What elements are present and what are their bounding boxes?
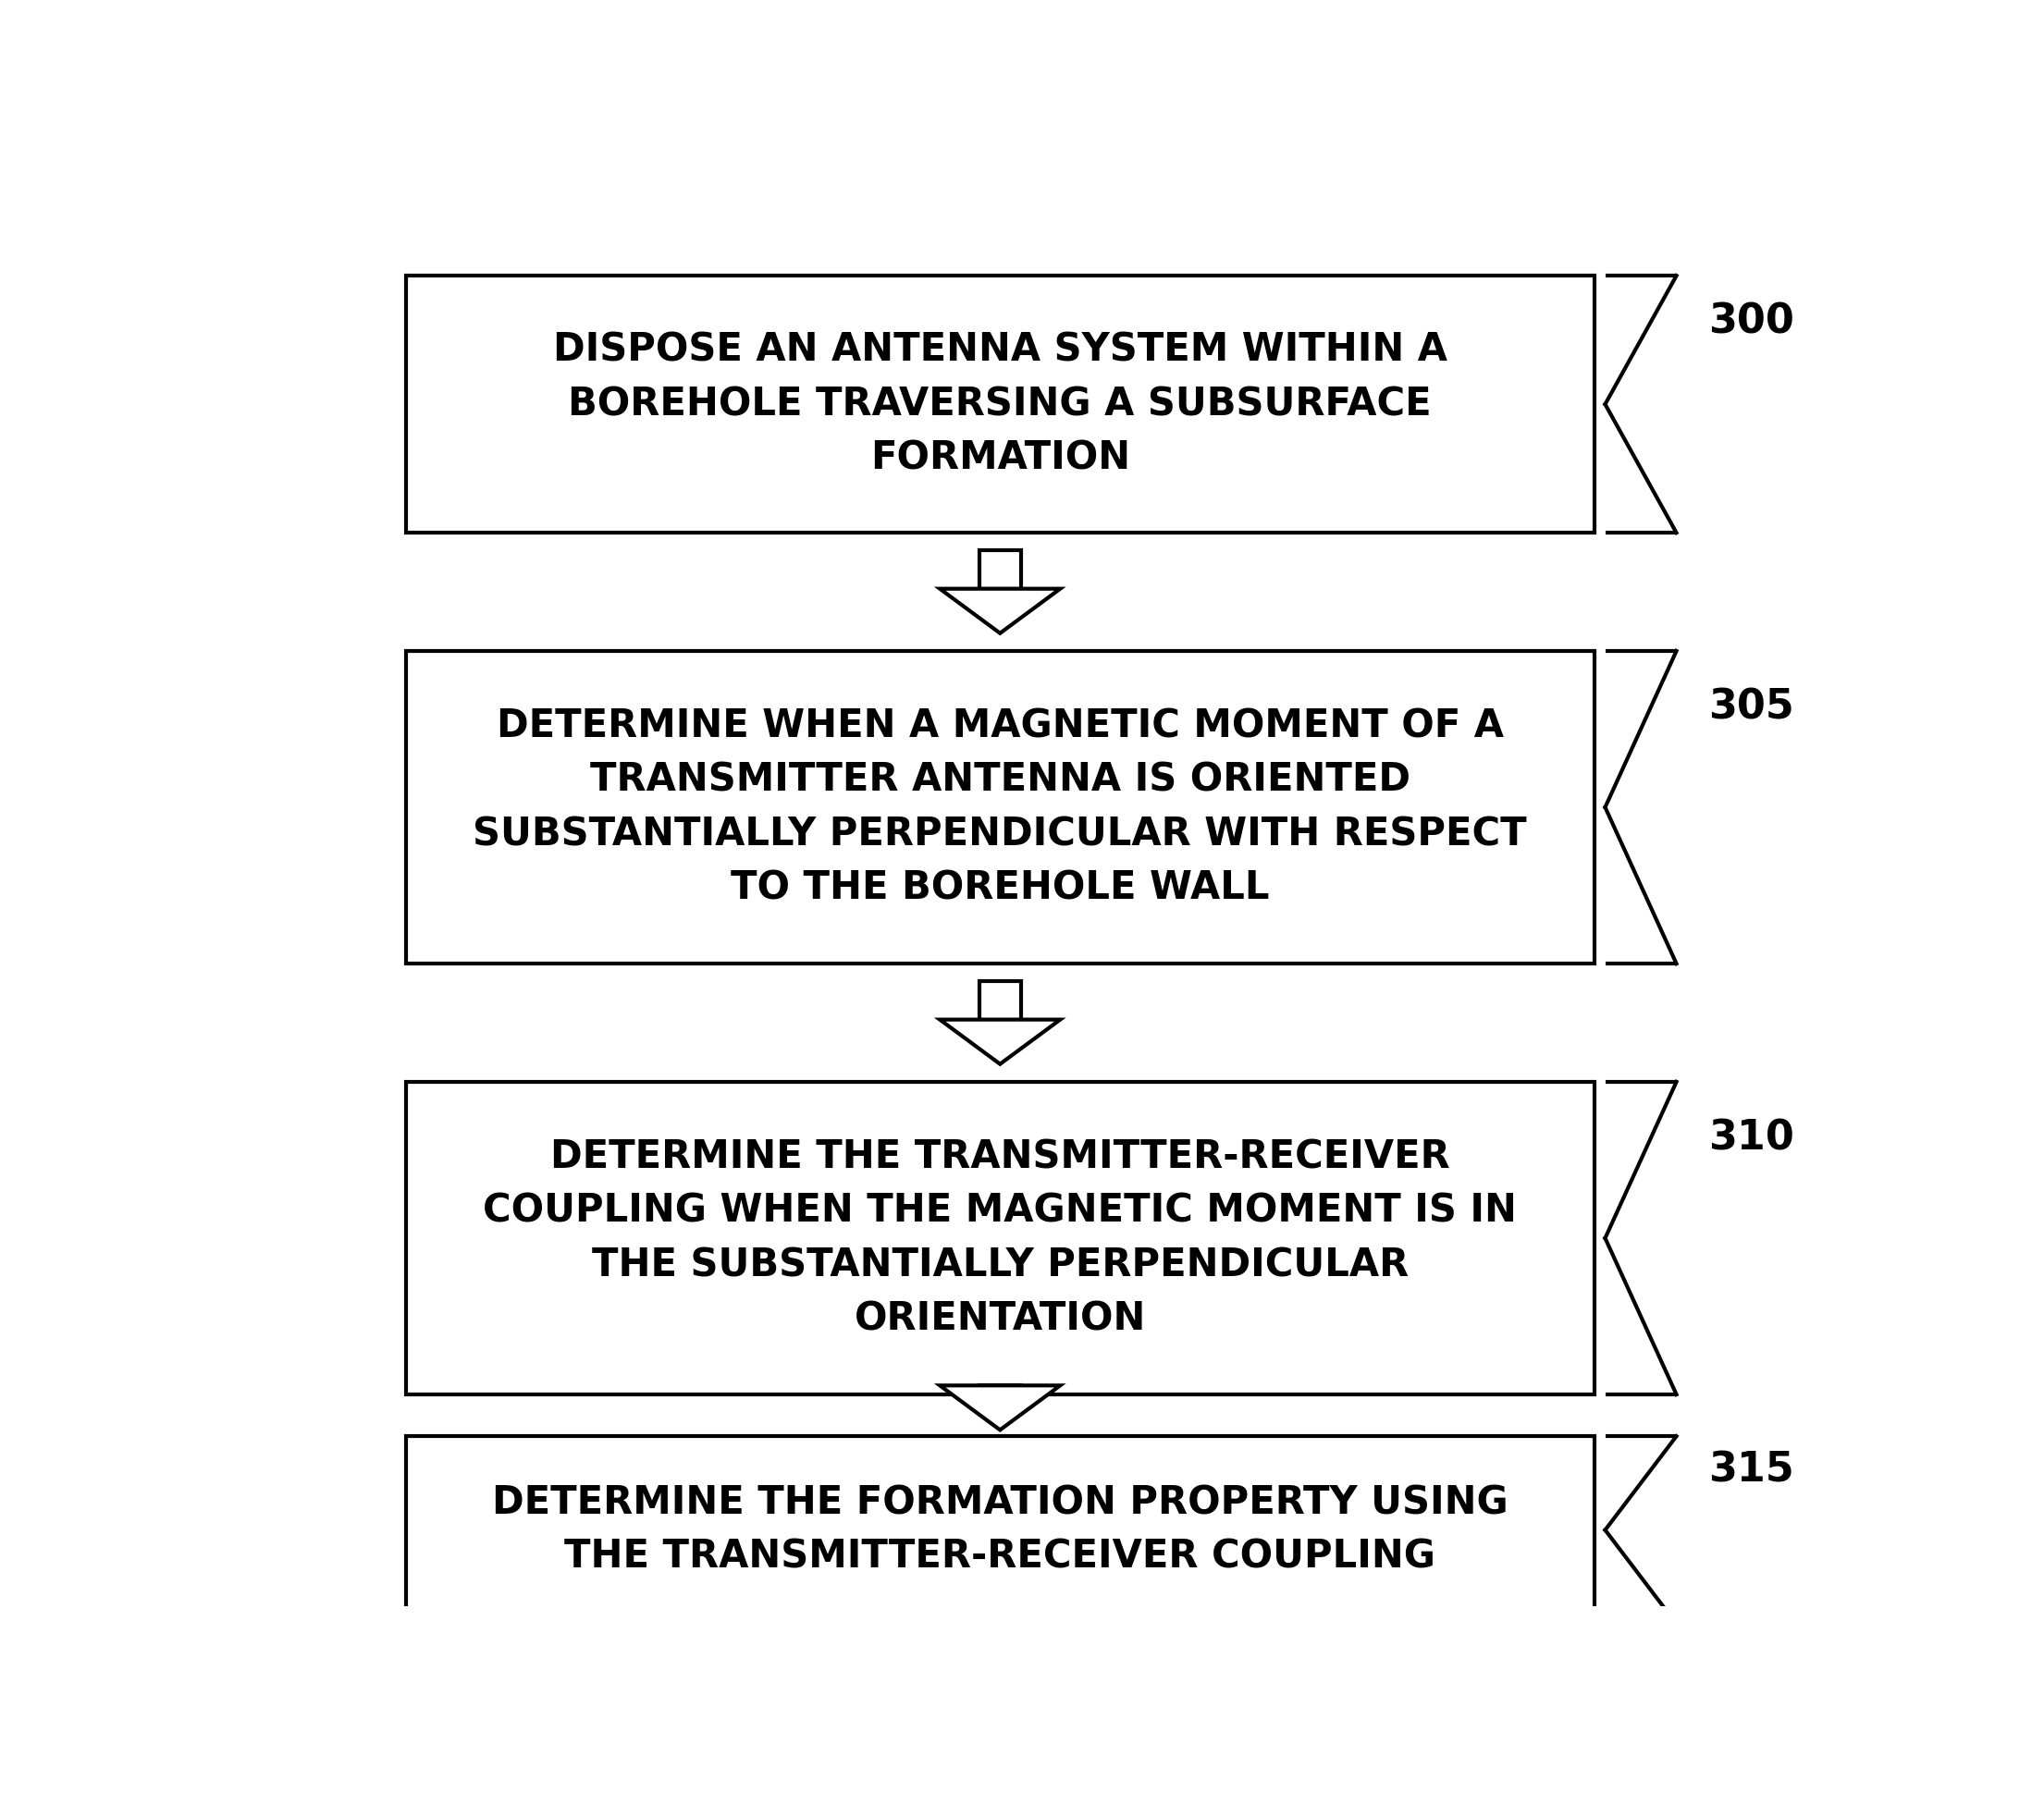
Text: 305: 305: [1709, 688, 1795, 727]
Text: DETERMINE THE TRANSMITTER-RECEIVER
COUPLING WHEN THE MAGNETIC MOMENT IS IN
THE S: DETERMINE THE TRANSMITTER-RECEIVER COUPL…: [482, 1137, 1517, 1339]
Text: 310: 310: [1709, 1117, 1795, 1159]
Bar: [407, 1081, 1594, 1395]
Text: DETERMINE WHEN A MAGNETIC MOMENT OF A
TRANSMITTER ANTENNA IS ORIENTED
SUBSTANTIA: DETERMINE WHEN A MAGNETIC MOMENT OF A TR…: [472, 708, 1527, 908]
Polygon shape: [940, 588, 1061, 634]
Bar: [407, 1437, 1594, 1625]
Polygon shape: [940, 1386, 1061, 1430]
Bar: [979, 551, 1020, 588]
Text: DETERMINE THE FORMATION PROPERTY USING
THE TRANSMITTER-RECEIVER COUPLING: DETERMINE THE FORMATION PROPERTY USING T…: [493, 1484, 1508, 1576]
Text: DISPOSE AN ANTENNA SYSTEM WITHIN A
BOREHOLE TRAVERSING A SUBSURFACE
FORMATION: DISPOSE AN ANTENNA SYSTEM WITHIN A BOREH…: [552, 330, 1447, 478]
Bar: [407, 276, 1594, 532]
Text: 315: 315: [1709, 1449, 1795, 1489]
Bar: [979, 982, 1020, 1020]
Bar: [979, 1386, 1020, 1401]
Text: 300: 300: [1709, 301, 1795, 341]
Polygon shape: [940, 1020, 1061, 1065]
Bar: [407, 652, 1594, 964]
